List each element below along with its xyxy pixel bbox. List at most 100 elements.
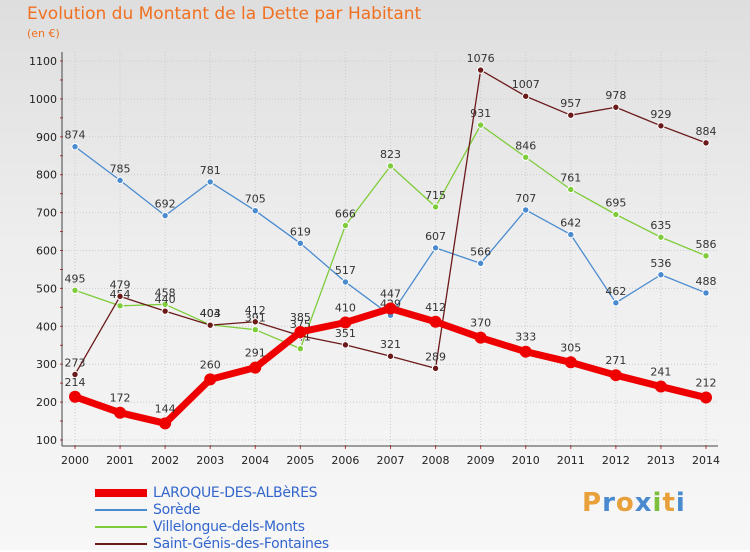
data-point (339, 316, 352, 329)
data-label: 260 (200, 358, 221, 371)
data-label: 404 (200, 307, 221, 320)
data-label: 291 (245, 347, 266, 360)
data-label: 271 (605, 354, 626, 367)
logo-letter: P (582, 488, 603, 518)
data-label: 761 (560, 171, 581, 184)
data-label: 403 (200, 307, 221, 320)
data-point (657, 271, 665, 279)
data-point (296, 239, 305, 247)
y-tick-label: 100 (36, 434, 57, 447)
logo-letter: o (615, 488, 635, 518)
data-label: 479 (110, 278, 131, 291)
data-label: 488 (696, 275, 717, 288)
data-label: 495 (65, 272, 86, 285)
data-point (609, 369, 622, 382)
y-tick-label: 600 (36, 245, 57, 258)
data-label: 692 (155, 198, 176, 211)
data-point (69, 390, 81, 403)
data-point (431, 244, 440, 252)
data-point (476, 66, 485, 74)
data-label: 1076 (467, 52, 495, 65)
data-label: 635 (650, 219, 671, 232)
data-label: 212 (696, 377, 717, 390)
data-label: 412 (425, 301, 446, 314)
data-point (654, 380, 667, 393)
data-label: 823 (380, 148, 401, 161)
x-tick-label: 2000 (61, 454, 89, 467)
data-point (612, 299, 620, 307)
data-label: 172 (110, 392, 131, 405)
data-point (341, 221, 350, 230)
data-label: 846 (515, 139, 536, 152)
x-tick-label: 2005 (286, 454, 314, 467)
data-label: 289 (425, 350, 446, 363)
data-point (702, 289, 710, 297)
data-point (431, 364, 440, 373)
data-point (161, 307, 169, 315)
data-point (204, 373, 217, 386)
data-point (657, 122, 665, 130)
x-tick-label: 2014 (692, 454, 720, 467)
data-point (522, 92, 530, 100)
proxiti-logo: Proxiti (582, 488, 686, 518)
y-tick-label: 700 (36, 207, 57, 220)
data-label: 321 (380, 338, 401, 351)
data-point (206, 178, 214, 186)
data-point (251, 318, 259, 326)
chart-title: Evolution du Montant de la Dette par Hab… (27, 4, 422, 24)
data-point (429, 315, 442, 328)
x-tick-label: 2002 (151, 454, 179, 467)
data-point (702, 139, 710, 147)
y-tick-label: 200 (36, 396, 57, 409)
data-label: 370 (470, 317, 491, 330)
x-tick-label: 2011 (557, 454, 585, 467)
data-point (567, 185, 575, 194)
x-tick-label: 2004 (241, 454, 269, 467)
y-tick-label: 400 (36, 320, 57, 333)
data-label: 715 (425, 189, 446, 202)
legend-label: Saint-Génis-des-Fontaines (153, 536, 329, 552)
data-point (522, 153, 530, 161)
x-tick-label: 2001 (106, 454, 134, 467)
y-tick-label: 500 (36, 282, 57, 295)
data-point (702, 252, 710, 260)
legend-label: LAROQUE-DES-ALBèRES (153, 485, 318, 501)
data-label: 447 (380, 287, 401, 300)
legend-item: Sorède (95, 502, 201, 518)
data-label: 931 (470, 107, 491, 120)
y-tick-label: 1000 (29, 93, 57, 106)
data-label: 385 (290, 311, 311, 324)
logo-letter: t (662, 488, 676, 518)
data-point (519, 345, 532, 358)
data-label: 642 (560, 217, 581, 230)
data-point (116, 302, 124, 310)
data-point (71, 142, 79, 151)
data-label: 458 (155, 286, 176, 299)
data-point (251, 326, 259, 334)
data-label: 241 (650, 366, 671, 379)
x-tick-label: 2007 (377, 454, 405, 467)
data-point (567, 111, 575, 119)
legend-label: Villelongue-dels-Monts (153, 519, 305, 535)
data-label: 978 (605, 89, 626, 102)
logo-letter: i (652, 488, 663, 518)
data-label: 929 (650, 108, 671, 121)
data-label: 517 (335, 264, 356, 277)
y-tick-label: 1100 (29, 55, 57, 68)
data-point (474, 331, 487, 344)
data-label: 462 (605, 285, 626, 298)
data-label: 412 (245, 304, 266, 317)
data-point (116, 292, 124, 301)
data-label: 705 (245, 193, 266, 206)
data-label: 333 (515, 331, 536, 344)
x-tick-label: 2012 (602, 454, 630, 467)
data-point (612, 103, 620, 111)
data-point (657, 233, 665, 241)
data-label: 440 (155, 293, 176, 306)
data-point (386, 162, 395, 170)
legend-item: LAROQUE-DES-ALBèRES (95, 485, 318, 501)
y-tick-label: 800 (36, 169, 57, 182)
logo-letter: r (602, 488, 616, 518)
y-tick-label: 900 (36, 131, 57, 144)
